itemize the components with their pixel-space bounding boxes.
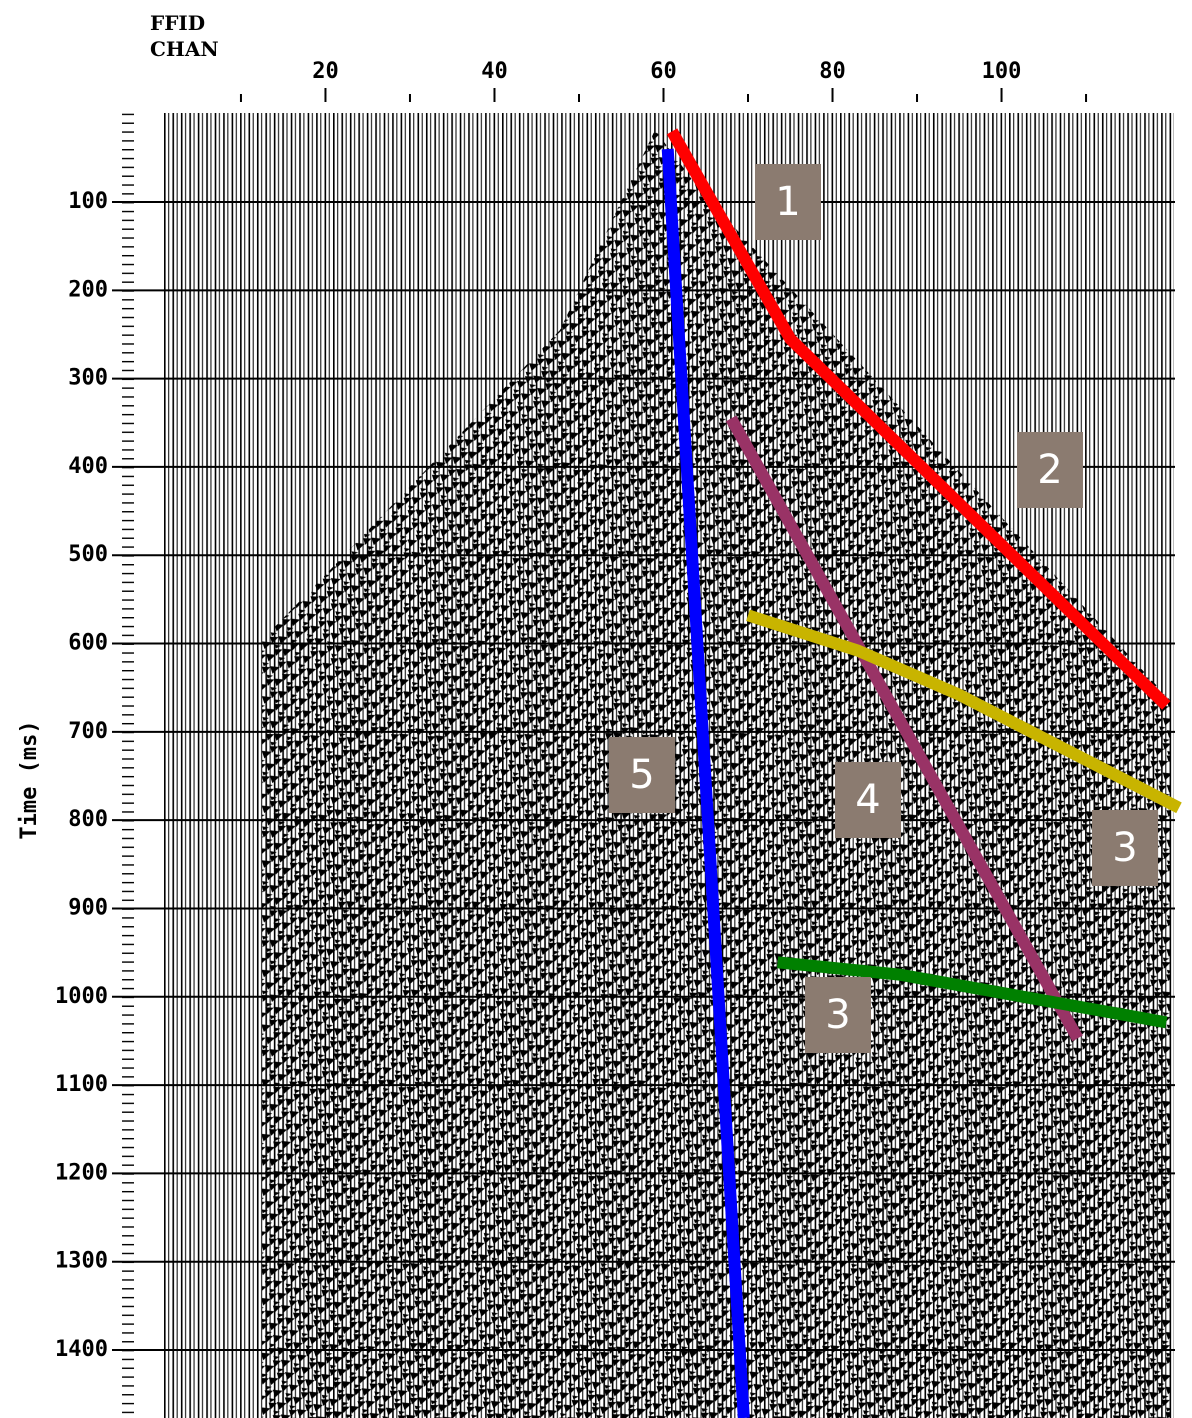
y-minor-ticks xyxy=(122,113,136,1418)
y-tick-label: 1100 xyxy=(55,1072,108,1097)
y-tick-label: 700 xyxy=(68,719,108,744)
annotation-box xyxy=(755,164,821,240)
annotation-label: 3 xyxy=(825,992,850,1038)
y-tick-label: 1300 xyxy=(55,1249,108,1274)
y-tick-label: 300 xyxy=(68,366,108,391)
interpretation-line xyxy=(746,609,1182,814)
y-axis-label: Time (ms) xyxy=(17,720,42,839)
interpretation-line xyxy=(661,148,750,1418)
header-ffid: FFID xyxy=(150,11,205,35)
annotation-box xyxy=(1017,432,1083,508)
annotation: 3 xyxy=(1092,810,1158,886)
y-tick-label: 400 xyxy=(68,454,108,479)
annotation: 4 xyxy=(835,762,901,838)
y-tick-label: 500 xyxy=(68,542,108,567)
annotation-label: 3 xyxy=(1112,825,1137,871)
x-tick-label: 20 xyxy=(312,59,339,84)
header-chan: CHAN xyxy=(150,37,219,61)
annotation-label: 1 xyxy=(775,179,800,225)
x-tick-label: 80 xyxy=(819,59,846,84)
interpretation-line xyxy=(725,415,1083,1042)
annotation: 2 xyxy=(1017,432,1083,508)
x-tick-label: 100 xyxy=(982,59,1022,84)
interpretation-line xyxy=(666,128,1171,710)
y-tick-label: 200 xyxy=(68,277,108,302)
annotation: 5 xyxy=(609,737,675,813)
annotation-label: 2 xyxy=(1037,447,1062,493)
annotation: 1 xyxy=(755,164,821,240)
y-tick-label: 100 xyxy=(68,189,108,214)
wiggle-field xyxy=(262,130,1170,1418)
plot: 1002003004005006007008009001000110012001… xyxy=(55,59,1182,1418)
x-tick-label: 40 xyxy=(481,59,508,84)
y-tick-label: 1200 xyxy=(55,1160,108,1185)
x-tick-label: 60 xyxy=(650,59,677,84)
y-tick-label: 1000 xyxy=(55,984,108,1009)
interpretation-line xyxy=(776,956,1168,1029)
annotation-box xyxy=(609,737,675,813)
y-tick-label: 900 xyxy=(68,895,108,920)
annotation-box xyxy=(835,762,901,838)
annotation-label: 5 xyxy=(629,752,654,798)
annotation: 3 xyxy=(805,977,871,1053)
annotation-label: 4 xyxy=(855,777,880,823)
annotation-box xyxy=(805,977,871,1053)
annotation-box xyxy=(1092,810,1158,886)
y-tick-label: 800 xyxy=(68,807,108,832)
y-tick-label: 1400 xyxy=(55,1337,108,1362)
y-tick-label: 600 xyxy=(68,631,108,656)
